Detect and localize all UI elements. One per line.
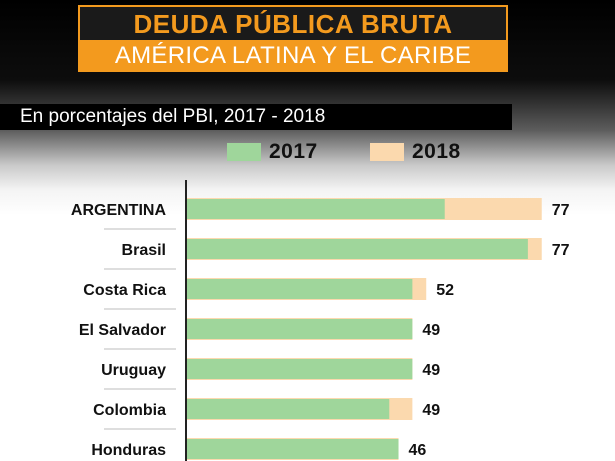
category-label-brasil: Brasil bbox=[122, 242, 166, 259]
chart-description: En porcentajes del PBI, 2017 - 2018 bbox=[0, 104, 512, 130]
value-label-colombia: 49 bbox=[422, 402, 440, 419]
bar-2017-costa-rica bbox=[186, 279, 413, 299]
category-label-uruguay: Uruguay bbox=[101, 362, 166, 379]
legend-item-2017: 2017 bbox=[227, 140, 318, 164]
legend-swatch-2017 bbox=[227, 143, 261, 161]
title-box: DEUDA PÚBLICA BRUTA AMÉRICA LATINA Y EL … bbox=[78, 5, 508, 72]
bar-2017-uruguay bbox=[186, 359, 413, 379]
category-label-el-salvador: El Salvador bbox=[79, 322, 166, 339]
value-label-argentina: 77 bbox=[552, 202, 570, 219]
bar-2017-argentina bbox=[186, 199, 445, 219]
bar-2017-brasil bbox=[186, 239, 528, 259]
legend-label-2018: 2018 bbox=[412, 140, 461, 163]
category-label-colombia: Colombia bbox=[93, 402, 166, 419]
chart-title: DEUDA PÚBLICA BRUTA bbox=[78, 5, 508, 40]
category-label-honduras: Honduras bbox=[91, 442, 166, 459]
legend-item-2018: 2018 bbox=[370, 140, 461, 164]
value-label-uruguay: 49 bbox=[422, 362, 440, 379]
legend-swatch-2018 bbox=[370, 143, 404, 161]
value-label-costa-rica: 52 bbox=[436, 282, 454, 299]
value-label-brasil: 77 bbox=[552, 242, 570, 259]
chart-subtitle: AMÉRICA LATINA Y EL CARIBE bbox=[78, 40, 508, 72]
category-label-argentina: ARGENTINA bbox=[71, 202, 167, 219]
category-label-costa-rica: Costa Rica bbox=[83, 282, 166, 299]
value-label-honduras: 46 bbox=[409, 442, 427, 459]
value-label-el-salvador: 49 bbox=[422, 322, 440, 339]
bar-2017-honduras bbox=[186, 439, 399, 459]
legend-label-2017: 2017 bbox=[269, 140, 318, 163]
bar-2017-colombia bbox=[186, 399, 390, 419]
bar-2017-el-salvador bbox=[186, 319, 413, 339]
